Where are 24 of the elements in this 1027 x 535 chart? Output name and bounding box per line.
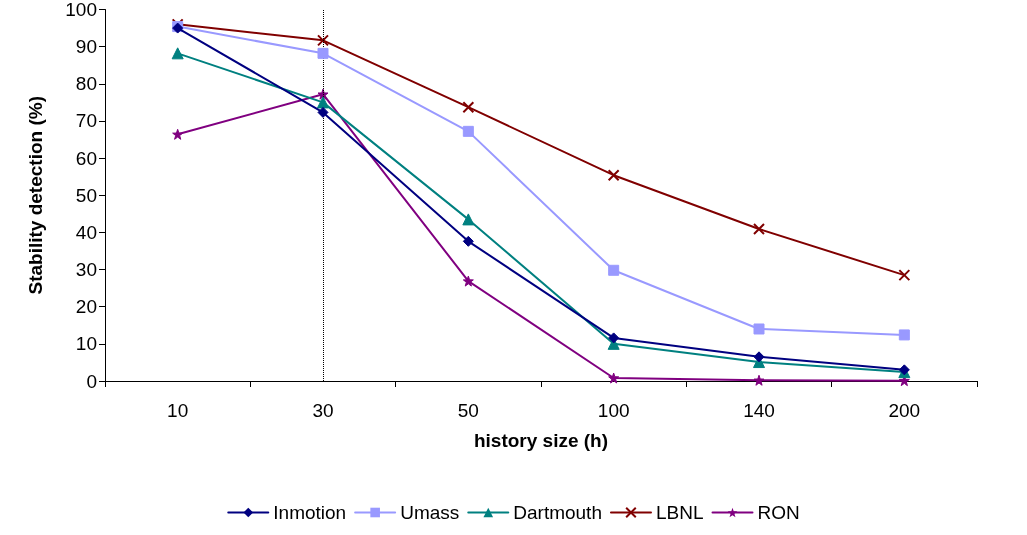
legend-label: Dartmouth xyxy=(513,502,602,523)
x-tick-label: 50 xyxy=(457,400,479,421)
y-tick-label: 90 xyxy=(75,36,97,58)
y-tick-label: 40 xyxy=(75,221,97,243)
legend-label: Umass xyxy=(400,502,460,523)
x-tick-label: 140 xyxy=(743,400,775,421)
x-axis-title: history size (h) xyxy=(473,430,609,451)
y-tick-label: 60 xyxy=(75,147,97,169)
x-tick-label: 10 xyxy=(167,400,189,421)
legend-label: Inmotion xyxy=(273,502,347,523)
y-axis-title: Stability detection (%) xyxy=(25,96,46,295)
x-tick-label: 30 xyxy=(312,400,334,421)
y-tick-label: 80 xyxy=(75,73,97,95)
y-tick-label: 50 xyxy=(75,184,97,206)
y-tick-label: 70 xyxy=(75,110,97,132)
y-tick-label: 30 xyxy=(75,259,97,281)
x-tick-label: 100 xyxy=(597,400,630,421)
legend-label: LBNL xyxy=(655,502,704,523)
y-tick-label: 0 xyxy=(86,370,97,392)
x-tick-label: 200 xyxy=(888,400,921,421)
legend-label: RON xyxy=(757,502,800,523)
y-tick-label: 100 xyxy=(65,0,97,20)
y-tick-label: 20 xyxy=(75,296,97,318)
y-tick-label: 10 xyxy=(75,333,97,355)
